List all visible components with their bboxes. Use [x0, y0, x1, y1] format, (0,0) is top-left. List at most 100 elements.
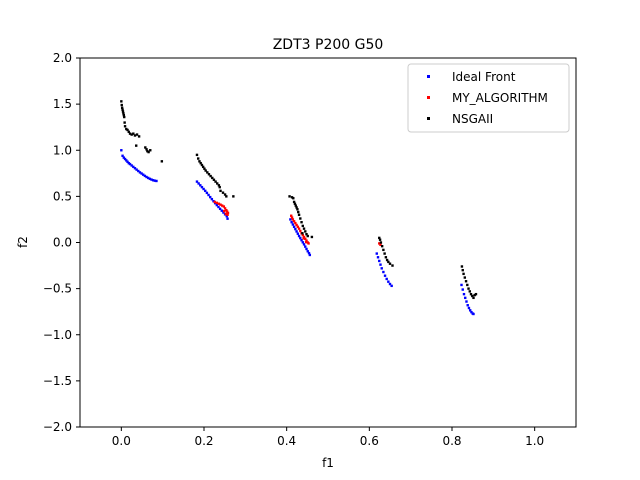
data-point — [203, 167, 206, 170]
data-point — [288, 195, 291, 198]
y-tick-label: −1.0 — [43, 328, 72, 342]
data-point — [295, 206, 298, 209]
data-point — [123, 157, 127, 161]
data-point — [219, 189, 222, 193]
data-point — [301, 232, 304, 235]
data-point — [473, 293, 476, 297]
data-point — [225, 215, 228, 218]
data-point — [290, 196, 294, 199]
data-point — [304, 237, 307, 241]
x-axis: 0.0 0.2 0.4 0.6 0.8 1.0 — [112, 427, 544, 448]
data-point — [467, 287, 470, 290]
y-tick-label: 2.0 — [53, 51, 72, 65]
data-point — [207, 193, 210, 197]
data-point — [388, 262, 392, 265]
data-point — [463, 276, 467, 279]
data-point — [135, 133, 139, 136]
data-point — [293, 202, 297, 205]
data-point — [472, 312, 475, 316]
data-point — [149, 149, 152, 152]
data-point — [304, 240, 308, 244]
data-point — [213, 200, 216, 204]
data-point — [297, 234, 301, 238]
data-point — [206, 171, 209, 174]
data-point — [201, 165, 205, 169]
data-point — [300, 238, 303, 242]
y-tick-label: −1.5 — [43, 374, 72, 388]
data-point — [304, 230, 307, 233]
data-point — [145, 175, 148, 179]
data-point — [127, 130, 130, 133]
data-point — [121, 108, 124, 111]
data-point — [145, 148, 148, 151]
data-point — [123, 115, 126, 119]
data-point — [205, 191, 209, 195]
data-point — [217, 184, 221, 187]
data-point — [195, 180, 199, 183]
data-point — [211, 176, 214, 180]
data-point — [387, 280, 390, 283]
data-point — [121, 110, 125, 113]
series-0 — [120, 149, 475, 316]
data-point — [297, 213, 301, 217]
data-point — [212, 178, 216, 181]
data-point — [199, 161, 202, 165]
data-point — [380, 267, 383, 270]
data-point — [467, 306, 471, 310]
data-point — [126, 128, 129, 132]
data-point — [302, 243, 306, 246]
data-point — [120, 103, 123, 107]
chart-title: ZDT3 P200 G50 — [273, 37, 384, 53]
data-point — [462, 272, 465, 276]
data-point — [224, 212, 228, 216]
data-point — [378, 242, 381, 245]
data-point — [199, 184, 202, 187]
data-point — [460, 265, 464, 268]
data-point — [292, 200, 296, 204]
data-point — [223, 207, 227, 210]
data-point — [462, 292, 466, 296]
legend-marker-my-algorithm — [427, 96, 430, 99]
data-point — [132, 132, 135, 135]
data-point — [222, 211, 225, 214]
data-point — [294, 221, 297, 225]
data-point — [223, 193, 227, 196]
y-axis: 2.0 1.5 1.0 0.5 0.0 −0.5 −1.0 −1.5 −2.0 — [43, 51, 80, 434]
data-point — [150, 178, 153, 181]
data-point — [296, 208, 299, 211]
data-point — [391, 264, 394, 267]
data-point — [216, 182, 219, 185]
y-tick-label: 0.5 — [53, 189, 72, 203]
x-tick-label: 0.4 — [277, 434, 296, 448]
data-point — [466, 304, 469, 307]
data-point — [120, 149, 123, 152]
data-point — [290, 221, 293, 224]
data-point — [120, 106, 124, 110]
x-tick-label: 0.8 — [442, 434, 461, 448]
data-point — [225, 210, 229, 213]
data-point — [382, 248, 385, 252]
data-point — [135, 144, 138, 147]
data-point — [301, 224, 304, 228]
data-point — [138, 171, 142, 174]
data-point — [292, 197, 295, 200]
data-point — [461, 288, 464, 291]
data-point — [379, 243, 382, 247]
data-point — [383, 274, 387, 277]
data-point — [123, 125, 127, 128]
data-point — [379, 241, 383, 244]
data-point — [299, 236, 302, 240]
data-point — [307, 242, 310, 245]
data-point — [294, 204, 297, 207]
data-point — [226, 211, 230, 215]
data-point — [291, 223, 295, 226]
data-point — [223, 209, 226, 213]
legend-label-my-algorithm: MY_ALGORITHM — [452, 91, 548, 105]
data-point — [146, 149, 149, 153]
data-point — [382, 270, 385, 274]
data-point — [296, 232, 300, 235]
data-point — [474, 292, 478, 296]
legend-label-ideal-front: Ideal Front — [452, 70, 516, 84]
data-point — [195, 153, 199, 157]
y-tick-label: 1.5 — [53, 97, 72, 111]
